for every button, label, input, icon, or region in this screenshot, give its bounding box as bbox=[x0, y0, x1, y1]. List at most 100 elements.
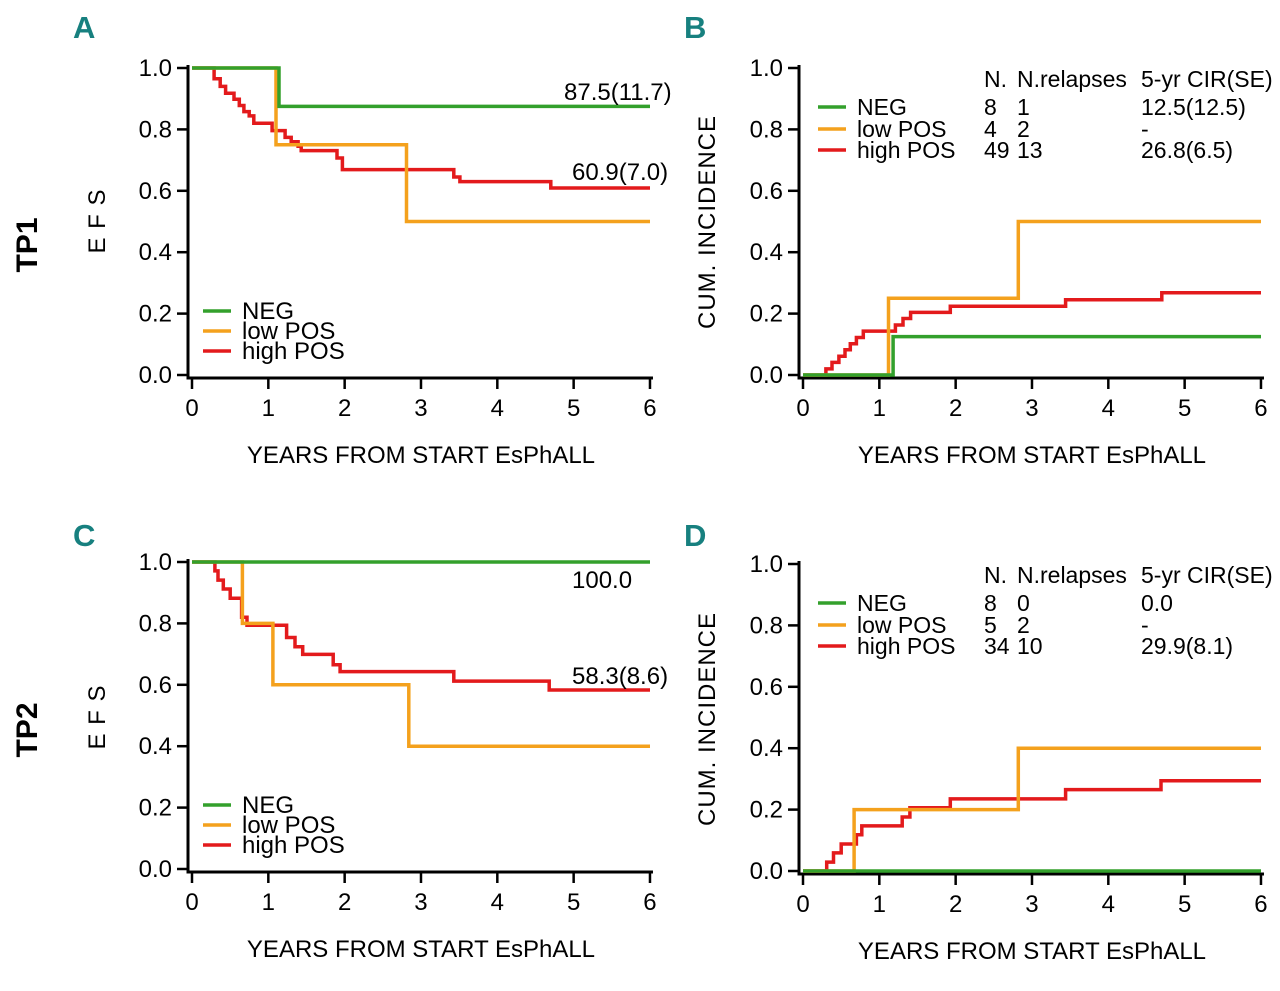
table-header-n: N. bbox=[984, 562, 1007, 588]
panel-letter-a: A bbox=[73, 10, 96, 45]
table-group-label-neg: NEG bbox=[857, 94, 907, 120]
panel-letter-d: D bbox=[684, 518, 707, 553]
x-tick-label: 1 bbox=[873, 891, 886, 918]
legend-label-high-pos: high POS bbox=[242, 338, 345, 365]
y-tick-label: 0.4 bbox=[750, 239, 783, 266]
x-tick-label: 3 bbox=[414, 889, 427, 916]
table-header-cir: 5-yr CIR(SE) bbox=[1141, 562, 1273, 588]
table-group-label-low-pos: low POS bbox=[857, 116, 946, 142]
table-relapses-high-pos: 13 bbox=[1017, 137, 1043, 163]
y-axis-title-efs-a: E F S bbox=[84, 188, 111, 254]
y-tick-label: 0.8 bbox=[750, 612, 783, 639]
y-tick-label: 1.0 bbox=[750, 55, 783, 82]
panel-letter-b: B bbox=[684, 10, 707, 45]
legend-label-neg: NEG bbox=[242, 298, 294, 325]
x-tick-label: 5 bbox=[1178, 891, 1191, 918]
table-relapses-high-pos: 10 bbox=[1017, 633, 1043, 659]
table-header-relapses: N.relapses bbox=[1017, 66, 1127, 92]
row-label-tp1: TP1 bbox=[11, 217, 44, 273]
x-tick-label: 0 bbox=[185, 889, 198, 916]
table-n-neg: 8 bbox=[984, 94, 997, 120]
table-header-n: N. bbox=[984, 66, 1007, 92]
x-tick-label: 1 bbox=[262, 395, 275, 422]
table-relapses-neg: 0 bbox=[1017, 590, 1030, 616]
y-tick-label: 0.0 bbox=[139, 856, 172, 883]
y-axis-title-efs-c: E F S bbox=[84, 684, 111, 750]
x-tick-label: 4 bbox=[491, 395, 504, 422]
table-header-relapses: N.relapses bbox=[1017, 562, 1127, 588]
table-cir-high-pos: 26.8(6.5) bbox=[1141, 137, 1233, 163]
x-tick-label: 6 bbox=[1254, 891, 1267, 918]
table-group-label-low-pos: low POS bbox=[857, 612, 946, 638]
x-axis-title: YEARS FROM START EsPhALL bbox=[247, 442, 595, 469]
x-tick-label: 1 bbox=[873, 395, 886, 422]
x-tick-label: 6 bbox=[1254, 395, 1267, 422]
legend-label-low-pos: low POS bbox=[242, 318, 335, 345]
series-neg-line bbox=[192, 66, 650, 109]
table-cir-neg: 12.5(12.5) bbox=[1141, 94, 1246, 120]
table-relapses-low-pos: 2 bbox=[1017, 116, 1030, 142]
y-tick-label: 1.0 bbox=[139, 549, 172, 576]
estimate-annotation-2: 60.9(7.0) bbox=[572, 159, 668, 186]
y-tick-label: 0.6 bbox=[750, 674, 783, 701]
table-n-low-pos: 4 bbox=[984, 116, 997, 142]
estimate-annotation-1: 87.5(11.7) bbox=[564, 79, 672, 106]
x-tick-label: 5 bbox=[567, 889, 580, 916]
x-tick-label: 2 bbox=[949, 891, 962, 918]
y-tick-label: 0.4 bbox=[750, 735, 783, 762]
y-tick-label: 0.8 bbox=[139, 610, 172, 637]
x-tick-label: 0 bbox=[796, 891, 809, 918]
x-tick-label: 3 bbox=[1025, 395, 1038, 422]
legend-label-neg: NEG bbox=[242, 792, 294, 819]
y-tick-label: 0.4 bbox=[139, 733, 172, 760]
x-tick-label: 0 bbox=[796, 395, 809, 422]
table-n-high-pos: 49 bbox=[984, 137, 1010, 163]
table-cir-low-pos: - bbox=[1141, 612, 1149, 638]
legend-label-high-pos: high POS bbox=[242, 832, 345, 859]
table-relapses-low-pos: 2 bbox=[1017, 612, 1030, 638]
table-group-label-high-pos: high POS bbox=[857, 633, 955, 659]
x-tick-label: 1 bbox=[262, 889, 275, 916]
y-tick-label: 0.0 bbox=[750, 858, 783, 885]
series-high-pos-line bbox=[803, 290, 1261, 377]
x-tick-label: 4 bbox=[1102, 891, 1115, 918]
table-n-high-pos: 34 bbox=[984, 633, 1010, 659]
series-neg-line bbox=[803, 334, 1261, 377]
series-high-pos-line bbox=[192, 66, 650, 190]
table-group-label-neg: NEG bbox=[857, 590, 907, 616]
x-tick-label: 2 bbox=[338, 889, 351, 916]
y-tick-label: 0.2 bbox=[139, 301, 172, 328]
table-relapses-neg: 1 bbox=[1017, 94, 1030, 120]
series-low-pos-line bbox=[803, 746, 1261, 873]
plot-panel-a: 0.0 0.2 0.4 0.6 0.8 1.0 0 1 2 3 4 5 6 YEARS FROM STAR… bbox=[139, 55, 672, 469]
y-tick-label: 0.4 bbox=[139, 239, 172, 266]
x-tick-label: 3 bbox=[414, 395, 427, 422]
x-axis-title: YEARS FROM START EsPhALL bbox=[858, 442, 1206, 469]
estimate-annotation-2: 58.3(8.6) bbox=[572, 663, 668, 690]
x-tick-label: 4 bbox=[491, 889, 504, 916]
y-tick-label: 0.6 bbox=[139, 672, 172, 699]
x-tick-label: 4 bbox=[1102, 395, 1115, 422]
row-label-tp2: TP2 bbox=[11, 702, 44, 758]
y-tick-label: 0.6 bbox=[750, 178, 783, 205]
x-tick-label: 6 bbox=[643, 889, 656, 916]
y-tick-label: 1.0 bbox=[750, 551, 783, 578]
y-tick-label: 1.0 bbox=[139, 55, 172, 82]
y-tick-label: 0.6 bbox=[139, 178, 172, 205]
x-tick-label: 5 bbox=[567, 395, 580, 422]
series-high-pos-line bbox=[192, 560, 650, 692]
series-low-pos-line bbox=[192, 560, 650, 748]
x-axis-title: YEARS FROM START EsPhALL bbox=[247, 936, 595, 963]
table-cir-low-pos: - bbox=[1141, 116, 1149, 142]
y-tick-label: 0.2 bbox=[750, 797, 783, 824]
y-tick-label: 0.0 bbox=[750, 362, 783, 389]
legend-label-low-pos: low POS bbox=[242, 812, 335, 839]
y-tick-label: 0.8 bbox=[139, 116, 172, 143]
table-n-low-pos: 5 bbox=[984, 612, 997, 638]
y-tick-label: 0.2 bbox=[139, 795, 172, 822]
y-axis-title-cum-incidence-d: CUM. INCIDENCE bbox=[694, 611, 721, 827]
x-tick-label: 2 bbox=[338, 395, 351, 422]
table-group-label-high-pos: high POS bbox=[857, 137, 955, 163]
